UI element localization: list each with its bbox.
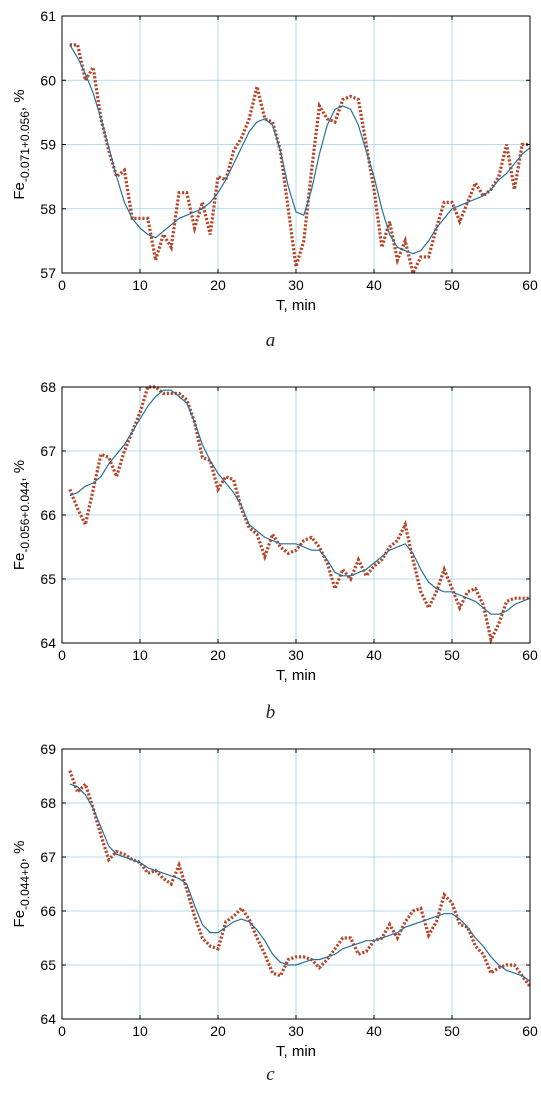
series-line-model [69, 783, 531, 982]
y-axis-label-subscript: -0.056+0.044 [18, 481, 32, 552]
x-tick-label: 10 [132, 647, 148, 663]
x-tick-label: 30 [288, 277, 304, 293]
x-tick-label: 10 [132, 277, 148, 293]
x-tick-label: 30 [288, 647, 304, 663]
y-tick-label: 65 [40, 957, 56, 973]
x-tick-label: 40 [366, 277, 382, 293]
x-tick-label: 50 [444, 647, 460, 663]
x-tick-label: 40 [366, 647, 382, 663]
y-axis-label: Fe-0.044+0, % [11, 841, 32, 928]
series-line-model [69, 389, 531, 615]
chart-b: 0 10 20 30 40 50 60 64 65 66 67 68 T, min Fe-0.056+0.… [11, 379, 538, 684]
y-tick-label: 61 [40, 8, 56, 24]
chart-a: 0 10 20 30 40 50 60 57 58 59 60 61 T, min Fe-0.071+0.… [11, 8, 538, 314]
chart-panel-a: 0 10 20 30 40 50 60 57 58 59 60 61 T, min Fe-0.071+0.… [0, 0, 541, 330]
x-tick-label: 60 [522, 277, 538, 293]
y-axis-label-unit: , % [11, 460, 28, 482]
y-axis-label-subscript: -0.071+0.056 [18, 111, 32, 182]
x-tick-label: 0 [58, 1023, 66, 1039]
y-tick-label: 60 [40, 72, 56, 88]
x-axis-label: T, min [276, 1043, 316, 1060]
y-tick-label: 59 [40, 137, 56, 153]
caption-a: a [265, 330, 276, 351]
series-line-model [69, 44, 531, 255]
x-axis-label: T, min [276, 667, 316, 684]
y-tick-label: 64 [40, 1011, 56, 1027]
y-tick-label: 68 [40, 379, 56, 395]
y-tick-label: 58 [40, 201, 56, 217]
y-tick-label: 68 [40, 795, 56, 811]
x-tick-label: 30 [288, 1023, 304, 1039]
series-line-measured [69, 43, 530, 278]
y-axis-label: Fe-0.071+0.056, % [11, 89, 32, 199]
y-tick-label: 66 [40, 903, 56, 919]
caption-b: b [265, 702, 276, 723]
x-tick-label: 20 [210, 647, 226, 663]
y-axis-label: Fe-0.056+0.044, % [11, 460, 32, 570]
y-tick-label: 65 [40, 571, 56, 587]
caption-c: c [266, 1064, 275, 1085]
x-tick-label: 60 [522, 647, 538, 663]
y-tick-label: 66 [40, 507, 56, 523]
chart-panel-c: 0 10 20 30 40 50 60 64 65 66 67 68 69 T, min Fe-0.044+… [0, 732, 541, 1062]
x-tick-label: 50 [444, 1023, 460, 1039]
x-tick-label: 40 [366, 1023, 382, 1039]
y-axis-label-main: Fe [11, 182, 28, 200]
y-axis-label-unit: , % [11, 841, 28, 863]
x-tick-label: 0 [58, 647, 66, 663]
x-tick-label: 0 [58, 277, 66, 293]
y-axis-label-main: Fe [11, 910, 28, 928]
y-tick-label: 67 [40, 849, 56, 865]
y-tick-label: 57 [40, 265, 56, 281]
x-tick-label: 50 [444, 277, 460, 293]
y-axis-label-unit: , % [11, 89, 28, 111]
x-tick-label: 60 [522, 1023, 538, 1039]
grid [62, 387, 530, 643]
series-line-measured [68, 770, 532, 988]
chart-c: 0 10 20 30 40 50 60 64 65 66 67 68 69 T, min Fe-0.044+… [11, 741, 538, 1060]
x-axis-label: T, min [276, 297, 316, 314]
x-tick-label: 20 [210, 1023, 226, 1039]
y-axis-label-subscript: -0.044+0 [18, 862, 32, 910]
y-tick-label: 69 [40, 741, 56, 757]
y-axis-label-main: Fe [11, 553, 28, 571]
y-tick-label: 67 [40, 443, 56, 459]
grid [62, 749, 530, 1019]
x-tick-label: 20 [210, 277, 226, 293]
chart-panel-b: 0 10 20 30 40 50 60 64 65 66 67 68 T, min Fe-0.056+0.… [0, 362, 541, 700]
x-tick-label: 10 [132, 1023, 148, 1039]
y-tick-label: 64 [40, 635, 56, 651]
